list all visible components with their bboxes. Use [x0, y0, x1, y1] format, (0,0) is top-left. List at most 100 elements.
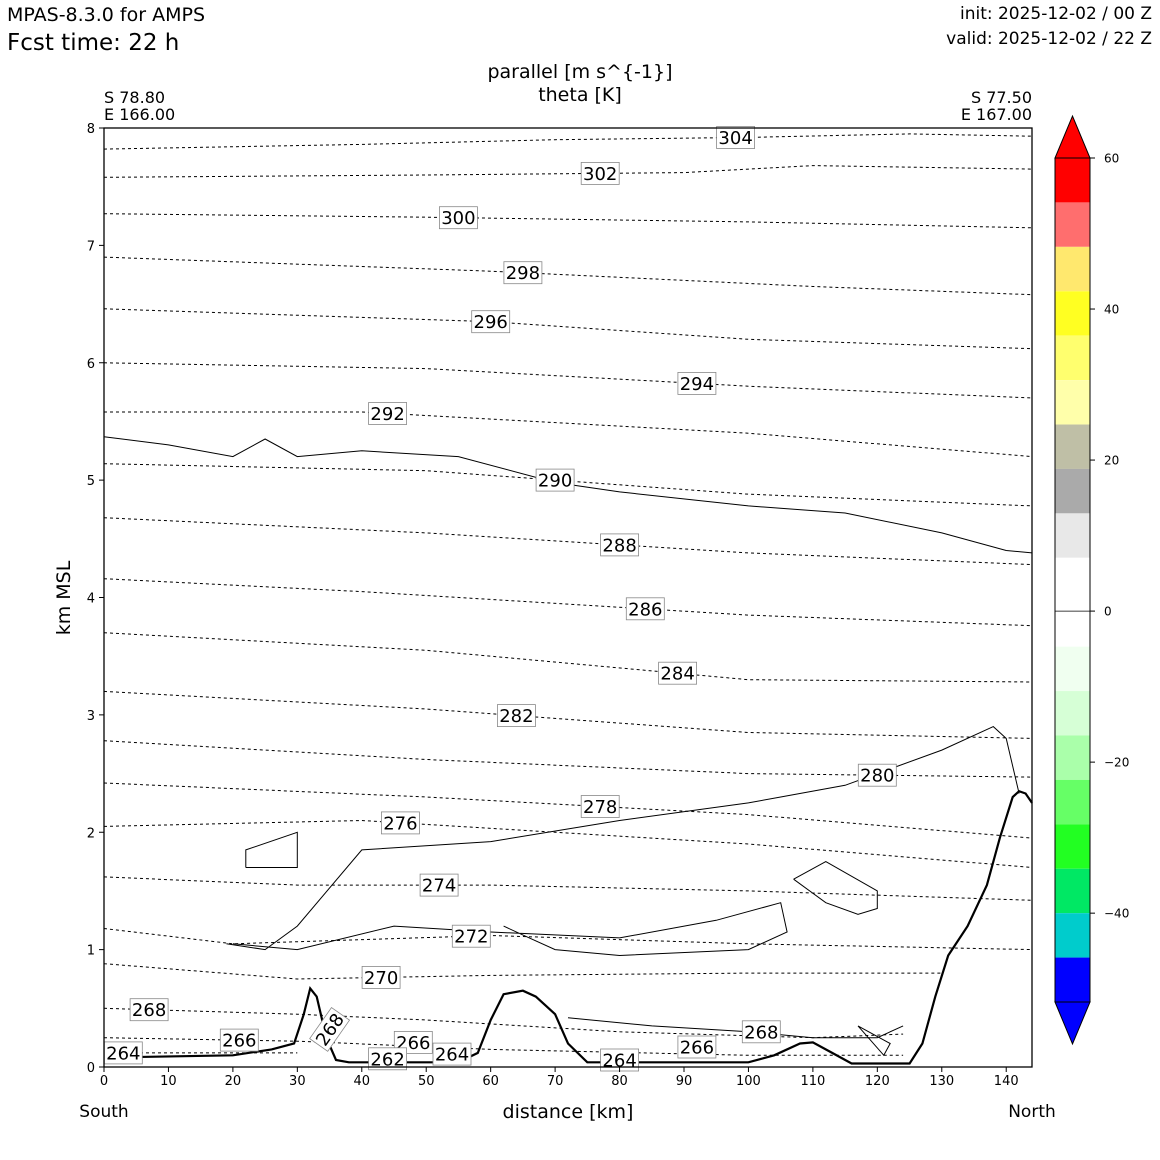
theta-contour-298 [103, 256, 1033, 296]
y-tick-label-2: 2 [87, 826, 95, 841]
theta-label-282: 282 [497, 704, 536, 727]
theta-label-290: 290 [535, 468, 575, 492]
theta-label-274-box [419, 873, 459, 897]
theta-contours [103, 133, 1033, 1056]
end-lat: S 77.50 [971, 88, 1032, 107]
theta-label-304-box [716, 126, 755, 149]
south-label: South [79, 1102, 128, 1122]
colorbar: 60 40 20 0 −20 −40 [1054, 114, 1129, 1046]
theta-label-extra-5-box [677, 1035, 717, 1059]
x-tick-label-80: 80 [611, 1074, 628, 1089]
x-tick-label-0: 0 [100, 1074, 108, 1089]
theta-label-296-box [471, 310, 511, 334]
theta-label-266-text: 266 [222, 1031, 256, 1052]
theta-label-274: 274 [419, 873, 459, 897]
plot-axes: 0 10 20 30 40 50 60 70 80 90 100 110 120 130 140 0 1 2 3 4 5… [87, 122, 1033, 1089]
colorbar-tick-label-5: −40 [1104, 907, 1129, 921]
theta-contour-272 [103, 928, 1033, 951]
theta-label-extra-0: 268 [309, 1006, 351, 1052]
y-tick-label-6: 6 [87, 357, 95, 372]
x-tick-label-90: 90 [676, 1074, 693, 1089]
theta-label-272-text: 272 [454, 927, 488, 948]
wind-contour-0 [103, 436, 1033, 554]
wind-contours [103, 436, 1033, 1057]
colorbar-under-arrow [1054, 1001, 1091, 1046]
colorbar-segment-5 [1055, 380, 1090, 425]
theta-label-272: 272 [451, 924, 491, 948]
theta-label-286-box [625, 597, 665, 621]
theta-contour-286 [103, 578, 1033, 627]
theta-label-290-box [535, 468, 575, 492]
theta-label-292-box [368, 402, 408, 425]
colorbar-segment-13 [1055, 735, 1090, 780]
x-tick-label-40: 40 [354, 1074, 371, 1089]
theta-contour-302 [103, 165, 1033, 178]
y-tick-label-3: 3 [87, 709, 95, 724]
colorbar-tick-label-3: 0 [1104, 605, 1112, 619]
chart-subtitle: theta [K] [538, 84, 622, 106]
colorbar-segment-9 [1055, 557, 1090, 603]
x-tick-label-10: 10 [160, 1074, 177, 1089]
theta-label-302-text: 302 [583, 164, 617, 185]
chart-title: parallel [m s^{-1}] [487, 61, 672, 83]
theta-label-280: 280 [857, 763, 897, 787]
theta-label-302-box [580, 161, 620, 185]
theta-contour-300 [103, 213, 1033, 229]
theta-label-extra-2-text: 262 [370, 1049, 404, 1070]
colorbar-segment-18 [1055, 957, 1090, 1002]
colorbar-segment-8 [1055, 513, 1090, 558]
theta-label-272-box [451, 924, 491, 948]
theta-label-266: 266 [219, 1028, 259, 1052]
colorbar-segment-3 [1055, 291, 1090, 336]
forecast-time-value: 22 h [128, 30, 180, 56]
theta-label-276-box [380, 811, 420, 835]
valid-time: valid: 2025-12-02 / 22 Z [946, 29, 1152, 49]
colorbar-segment-11 [1055, 646, 1090, 692]
theta-contour-290 [103, 463, 1033, 507]
theta-contour-304 [103, 133, 1033, 150]
theta-label-304: 304 [716, 126, 755, 149]
x-tick-label-110: 110 [800, 1074, 825, 1089]
theta-contour-276 [103, 819, 1033, 868]
theta-label-264-text: 264 [106, 1043, 140, 1064]
theta-label-284: 284 [658, 661, 697, 685]
theta-label-300-box [438, 206, 478, 230]
theta-label-298-box [503, 261, 543, 285]
theta-label-276: 276 [380, 811, 420, 835]
x-tick-label-70: 70 [547, 1074, 564, 1089]
theta-label-268: 268 [129, 998, 169, 1022]
colorbar-segment-2 [1055, 246, 1090, 292]
theta-label-270: 270 [361, 966, 401, 989]
y-tick-label-7: 7 [87, 239, 95, 254]
theta-label-280-text: 280 [860, 766, 894, 787]
theta-contour-270 [103, 963, 942, 980]
x-tick-label-100: 100 [736, 1074, 761, 1089]
theta-contour-288 [103, 517, 1033, 566]
colorbar-segment-15 [1055, 824, 1090, 869]
theta-label-extra-0-box [309, 1006, 351, 1052]
colorbar-segment-10 [1055, 602, 1090, 647]
theta-label-264: 264 [103, 1041, 143, 1064]
theta-label-278-box [580, 795, 620, 818]
theta-label-extra-6-box [741, 1020, 781, 1044]
theta-label-extra-6: 268 [741, 1020, 781, 1044]
wind-contour-5 [567, 1017, 904, 1039]
theta-label-278-text: 278 [583, 797, 617, 818]
colorbar-segment-7 [1055, 468, 1090, 514]
theta-label-300-text: 300 [441, 208, 475, 229]
init-time: init: 2025-12-02 / 00 Z [959, 4, 1152, 24]
colorbar-over-arrow [1054, 114, 1091, 159]
theta-label-292-text: 292 [370, 404, 404, 425]
y-tick-label-5: 5 [87, 474, 95, 489]
colorbar-tick-label-1: 40 [1104, 303, 1119, 317]
theta-label-298-text: 298 [506, 263, 540, 284]
model-title: MPAS-8.3.0 for AMPS [7, 4, 206, 26]
colorbar-frame [1054, 157, 1091, 1003]
theta-label-extra-2: 262 [368, 1047, 408, 1070]
theta-label-298: 298 [503, 261, 543, 285]
theta-label-268-box [129, 998, 169, 1022]
theta-label-288-text: 288 [602, 535, 636, 556]
theta-contour-292 [104, 411, 1033, 458]
y-tick-label-1: 1 [87, 944, 95, 959]
